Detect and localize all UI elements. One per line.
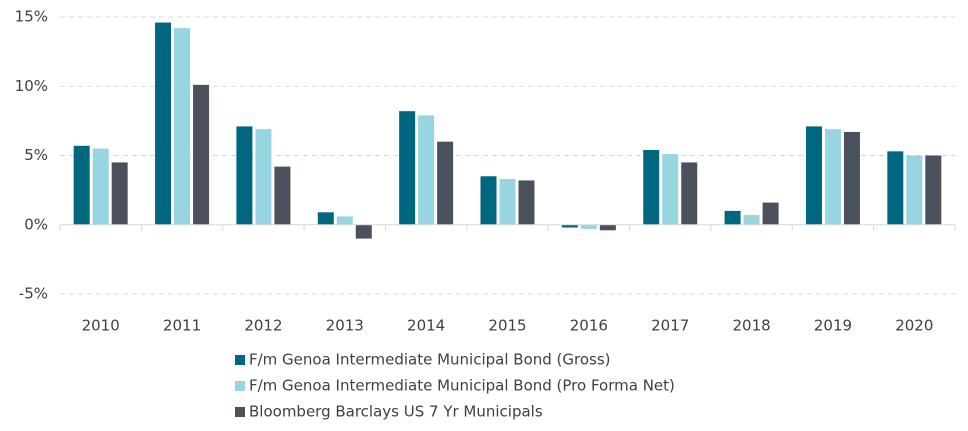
x-tick-label: 2018 (732, 317, 770, 335)
bar (643, 149, 660, 225)
bar (925, 155, 942, 225)
x-tick-label: 2019 (814, 317, 852, 335)
bar (843, 131, 860, 225)
bar (399, 111, 416, 225)
bar (480, 176, 497, 225)
bar (662, 154, 679, 225)
bar (437, 141, 454, 225)
legend-swatch (235, 407, 245, 417)
bar (561, 224, 578, 228)
x-tick-label: 2014 (407, 317, 445, 335)
bar (155, 22, 172, 225)
bar (336, 216, 353, 225)
bar (73, 145, 90, 225)
x-tick-label: 2016 (570, 317, 608, 335)
bar (518, 180, 535, 225)
legend-swatch (235, 381, 245, 391)
bar (580, 224, 597, 229)
bar (743, 215, 760, 225)
x-tick-label: 2013 (326, 317, 364, 335)
bar (418, 115, 435, 225)
bar (92, 148, 109, 225)
bar (193, 84, 210, 225)
bar (111, 162, 128, 225)
bar (906, 155, 923, 225)
bar (255, 129, 272, 225)
bar (599, 224, 616, 231)
y-tick-label: 15% (15, 8, 48, 26)
bar (317, 212, 334, 225)
legend-label: Bloomberg Barclays US 7 Yr Municipals (249, 403, 543, 421)
legend-label: F/m Genoa Intermediate Municipal Bond (G… (249, 351, 611, 369)
y-tick-label: 0% (24, 215, 48, 233)
x-tick-label: 2011 (163, 317, 201, 335)
bar (274, 166, 291, 225)
x-tick-label: 2017 (651, 317, 689, 335)
bar (805, 126, 822, 225)
x-tick-label: 2010 (82, 317, 120, 335)
y-tick-label: -5% (19, 285, 48, 303)
bar (174, 28, 191, 225)
bar (681, 162, 698, 225)
bar (355, 224, 372, 239)
legend-swatch (235, 355, 245, 365)
bar (762, 202, 779, 225)
x-tick-label: 2012 (244, 317, 282, 335)
x-tick-label: 2020 (895, 317, 933, 335)
bar (887, 151, 904, 225)
bar (824, 129, 841, 225)
bar (499, 179, 516, 225)
bar (724, 210, 741, 225)
x-tick-label: 2015 (488, 317, 526, 335)
y-tick-label: 10% (15, 77, 48, 95)
y-tick-label: 5% (24, 146, 48, 164)
legend-label: F/m Genoa Intermediate Municipal Bond (P… (249, 377, 675, 395)
bar (236, 126, 253, 225)
